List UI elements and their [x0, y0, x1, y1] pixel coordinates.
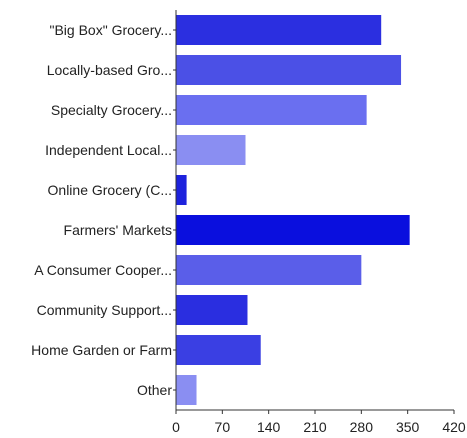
bar-4	[176, 175, 187, 205]
x-tick-label-1: 70	[215, 419, 231, 435]
x-tick-label-0: 0	[172, 419, 180, 435]
bar-9	[176, 375, 197, 405]
category-label-9: Other	[137, 382, 172, 398]
category-label-7: Community Support...	[37, 302, 172, 318]
bar-2	[176, 95, 367, 125]
category-label-8: Home Garden or Farm	[31, 342, 172, 358]
category-label-6: A Consumer Cooper...	[34, 262, 172, 278]
bar-8	[176, 335, 261, 365]
category-label-0: "Big Box" Grocery...	[50, 22, 173, 38]
axes	[173, 10, 455, 414]
x-tick-label-6: 420	[442, 419, 466, 435]
category-label-2: Specialty Grocery...	[51, 102, 172, 118]
category-label-5: Farmers' Markets	[64, 222, 172, 238]
bar-5	[176, 215, 410, 245]
bar-3	[176, 135, 246, 165]
category-labels: "Big Box" Grocery... Locally-based Gro...…	[31, 22, 172, 398]
bar-0	[176, 15, 382, 45]
bar-1	[176, 55, 402, 85]
category-label-4: Online Grocery (C...	[48, 182, 172, 198]
x-tick-label-3: 210	[303, 419, 327, 435]
category-label-3: Independent Local...	[45, 142, 172, 158]
bar-7	[176, 295, 248, 325]
x-tick-label-2: 140	[257, 419, 281, 435]
bars-layer	[176, 15, 410, 405]
x-tick-label-4: 280	[350, 419, 374, 435]
x-tick-label-5: 350	[396, 419, 420, 435]
category-label-1: Locally-based Gro...	[47, 62, 172, 78]
bar-6	[176, 255, 362, 285]
x-tick-labels: 0 70 140 210 280 350 420	[172, 419, 466, 435]
